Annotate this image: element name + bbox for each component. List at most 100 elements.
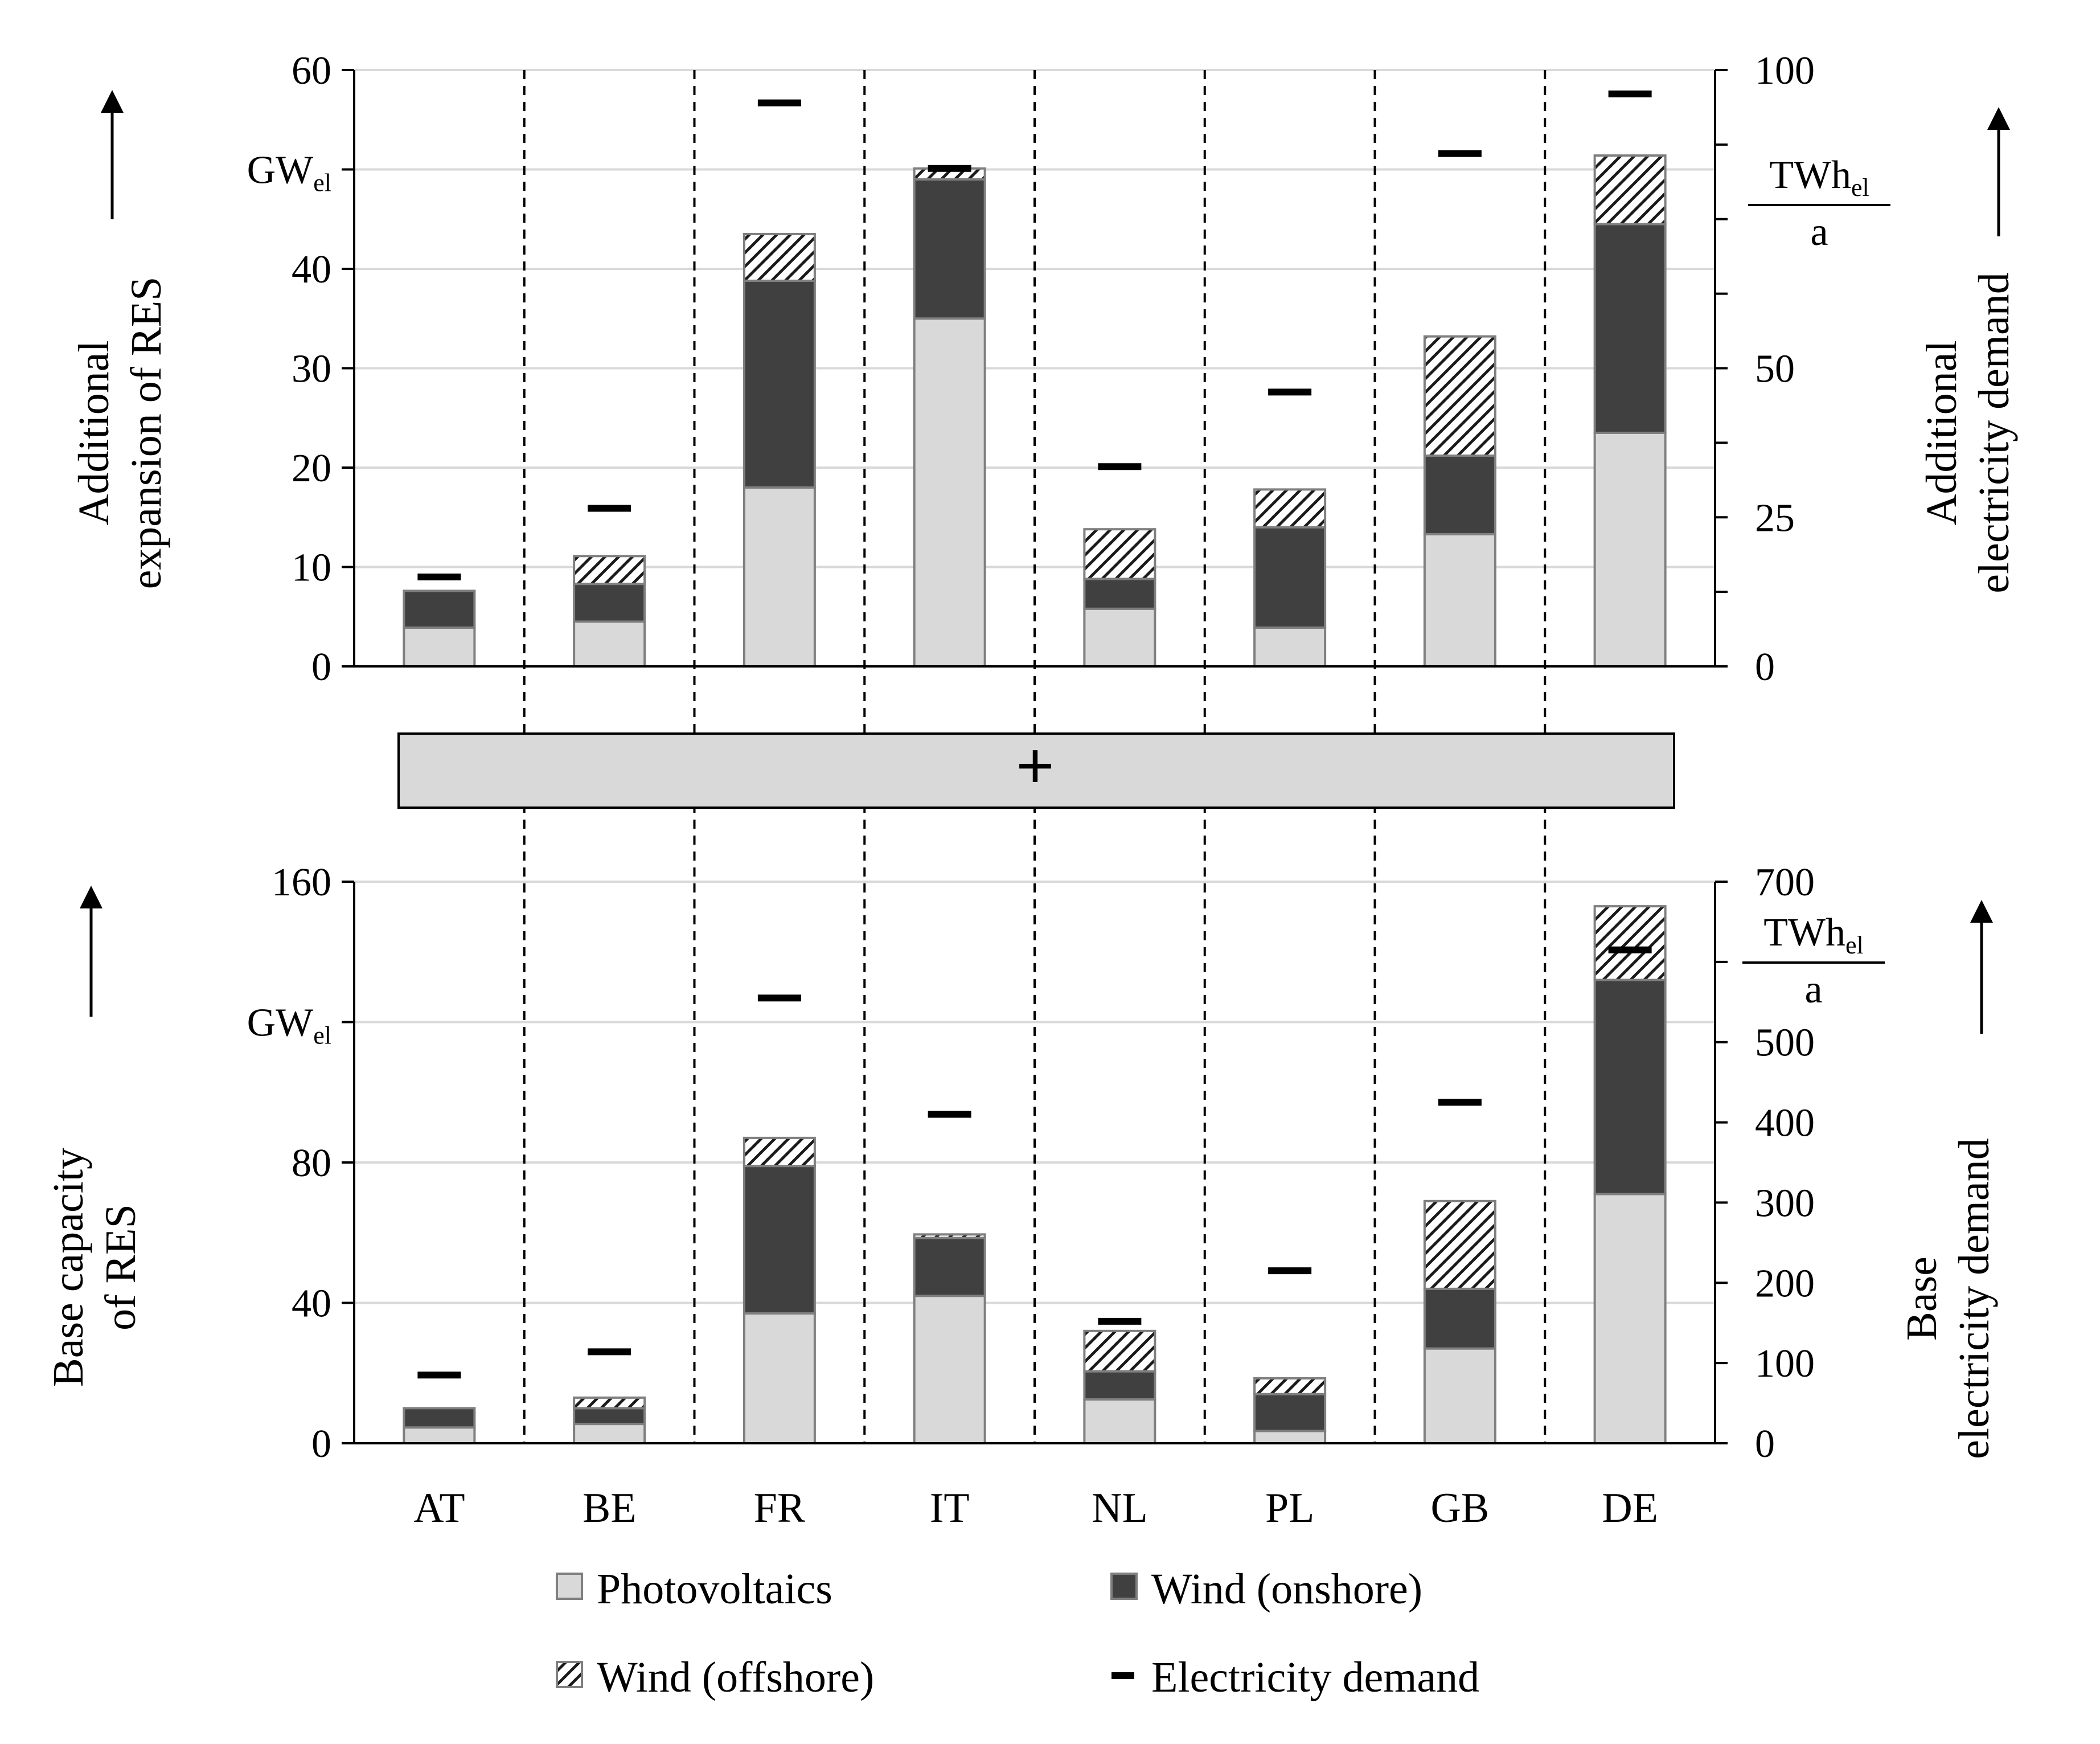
bottom-bar-wind-offshore-gb [1423,1199,1496,1290]
top-left-arrow-head [101,90,124,113]
top-bar-photovoltaics-gb [1423,533,1496,668]
bottom-bar-wind-onshore-gb [1423,1287,1496,1350]
bottom-y2-tick-label: 300 [1755,1181,1815,1225]
top-y2-title: electricity demand [1970,272,2018,593]
top-y2-unit-den: a [1810,210,1828,254]
top-bar-photovoltaics-be [573,620,646,668]
top-y-title: Additional [70,340,118,525]
top-y2-tick-label: 25 [1755,496,1795,540]
bottom-bar-wind-onshore-be [573,1407,646,1426]
bottom-bar-wind-onshore-at [403,1407,476,1429]
x-tick-label-gb: GB [1430,1485,1489,1532]
bottom-bar-wind-offshore-nl [1083,1329,1156,1373]
top-y-tick-label: 20 [292,447,331,490]
top-y2-tick-label: 100 [1755,49,1815,93]
bottom-bar-wind-offshore-pl [1253,1377,1327,1395]
bottom-bar-wind-offshore-be [573,1396,646,1410]
top-bar-wind-onshore-de [1593,223,1667,434]
top-y2-unit-num: TWhel [1769,153,1869,202]
legend-label-electricity-demand: Electricity demand [1151,1653,1479,1701]
top-right-arrow-head [1987,107,2010,130]
top-bar-wind-offshore-de [1593,154,1667,226]
bottom-bar-wind-onshore-fr [743,1165,816,1315]
bottom-y-tick-label: 0 [311,1422,331,1466]
bottom-bar-wind-offshore-de [1593,905,1667,981]
top-bar-wind-offshore-fr [743,232,816,282]
bottom-y2-title: electricity demand [1950,1138,1998,1459]
legend-swatch-wind-offshore [556,1661,583,1688]
x-tick-label-fr: FR [754,1485,806,1532]
top-y-tick-label: 60 [292,49,331,93]
bottom-bar-photovoltaics-gb [1423,1347,1496,1445]
bottom-bar-photovoltaics-it [913,1295,986,1445]
x-tick-label-de: DE [1602,1485,1658,1532]
legend-item-wind-onshore: Wind (onshore) [1110,1565,1422,1613]
top-y-tick-label: 0 [311,645,331,689]
bottom-y-tick-label: 160 [272,861,331,904]
bottom-bar-wind-onshore-nl [1083,1370,1156,1401]
top-y-title: expansion of RES [122,277,170,589]
legend-item-electricity-demand: Electricity demand [1111,1653,1479,1701]
bottom-bar-photovoltaics-be [573,1423,646,1444]
top-bar-wind-onshore-fr [743,279,816,489]
bottom-y2-tick-label: 700 [1755,861,1815,904]
top-bar-photovoltaics-it [913,317,986,668]
x-tick-label-it: IT [930,1485,970,1532]
legend-item-wind-offshore: Wind (offshore) [556,1653,874,1701]
legend-label-wind-onshore: Wind (onshore) [1151,1565,1422,1613]
top-y2-tick-label: 0 [1755,645,1775,689]
bottom-bar-photovoltaics-at [403,1426,476,1445]
top-bar-wind-offshore-pl [1253,488,1327,529]
top-bar-wind-offshore-nl [1083,528,1156,580]
bottom-y-title: Base capacity [44,1148,92,1387]
top-bar-photovoltaics-pl [1253,626,1327,668]
top-bar-wind-onshore-at [403,589,476,629]
bottom-y-tick-label: 40 [292,1282,331,1326]
bottom-bar-photovoltaics-nl [1083,1398,1156,1444]
bottom-y-unit: GWel [247,1001,331,1050]
legend-swatch-wind-onshore [1110,1573,1138,1600]
bottom-bar-wind-onshore-it [913,1237,986,1297]
bottom-bar-wind-offshore-it [913,1233,986,1239]
bottom-bar-wind-onshore-de [1593,979,1667,1196]
top-bar-photovoltaics-de [1593,431,1667,668]
bottom-y-tick-label: 80 [292,1141,331,1185]
x-tick-label-at: AT [413,1485,465,1532]
top-y2-tick-label: 50 [1755,347,1795,391]
top-y-tick-label: 30 [292,347,331,391]
top-bar-wind-onshore-be [573,583,646,623]
x-tick-label-be: BE [583,1485,637,1532]
top-bar-photovoltaics-nl [1083,607,1156,668]
bottom-bar-photovoltaics-fr [743,1312,816,1445]
bottom-left-arrow-head [80,886,102,908]
top-y2-title: Additional [1918,340,1966,525]
top-bar-wind-onshore-gb [1423,455,1496,535]
bottom-y2-unit-num: TWhel [1763,911,1864,959]
legend-item-photovoltaics: Photovoltaics [556,1565,832,1613]
bottom-y2-tick-label: 0 [1755,1422,1775,1466]
top-bar-wind-onshore-it [913,178,986,320]
legend-label-photovoltaics: Photovoltaics [597,1565,832,1613]
plus-banner [397,732,1675,809]
top-y-tick-label: 10 [292,546,331,590]
bottom-y2-tick-label: 200 [1755,1262,1815,1305]
bottom-bar-wind-offshore-fr [743,1136,816,1168]
bottom-bar-photovoltaics-de [1593,1193,1667,1444]
legend-swatch-photovoltaics [556,1573,583,1600]
top-y-unit: GWel [247,149,331,197]
x-tick-label-pl: PL [1265,1485,1314,1532]
top-bar-wind-onshore-pl [1253,526,1327,629]
legend-label-wind-offshore: Wind (offshore) [597,1653,874,1701]
bottom-y2-tick-label: 100 [1755,1342,1815,1386]
bottom-bar-wind-onshore-pl [1253,1393,1327,1432]
bottom-y2-unit-den: a [1804,968,1822,1012]
top-bar-wind-offshore-gb [1423,335,1496,457]
top-bar-photovoltaics-at [403,626,476,668]
bottom-y2-tick-label: 400 [1755,1102,1815,1145]
bottom-y2-tick-label: 500 [1755,1021,1815,1065]
top-bar-wind-offshore-be [573,555,646,586]
x-tick-label-nl: NL [1092,1485,1148,1532]
top-y-tick-label: 40 [292,248,331,292]
bottom-y-title: of RES [97,1204,145,1330]
